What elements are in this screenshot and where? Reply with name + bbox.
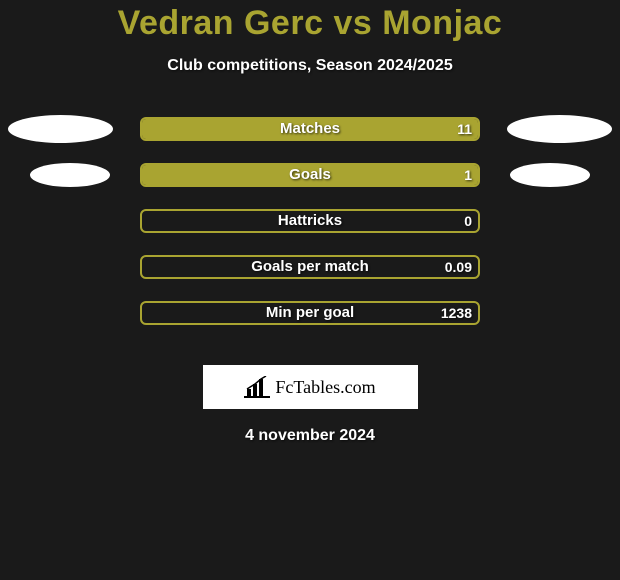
bar-track: Hattricks0 xyxy=(140,209,480,233)
stat-right-value: 1238 xyxy=(441,305,472,321)
stat-label: Min per goal xyxy=(142,304,478,321)
footer-date: 4 november 2024 xyxy=(0,427,620,445)
left-value-oval xyxy=(8,115,113,143)
stat-right-value: 11 xyxy=(457,121,472,137)
stat-right-value: 1 xyxy=(464,167,472,183)
right-value-oval xyxy=(507,115,612,143)
comparison-bars: Matches11 Goals1 Hattricks0 Goals per match… xyxy=(0,117,620,347)
right-value-oval xyxy=(510,163,590,187)
left-value-oval xyxy=(30,163,110,187)
stat-label: Matches xyxy=(142,120,478,137)
stat-row: Goals per match0.09 xyxy=(0,255,620,301)
stat-label: Goals per match xyxy=(142,258,478,275)
bars-icon xyxy=(244,376,270,398)
bar-track: Matches11 xyxy=(140,117,480,141)
stat-label: Hattricks xyxy=(142,212,478,229)
bar-track: Goals per match0.09 xyxy=(140,255,480,279)
stat-right-value: 0 xyxy=(464,213,472,229)
stat-label: Goals xyxy=(142,166,478,183)
subtitle: Club competitions, Season 2024/2025 xyxy=(0,57,620,75)
stat-right-value: 0.09 xyxy=(445,259,472,275)
bar-track: Goals1 xyxy=(140,163,480,187)
vs-label: vs xyxy=(333,4,372,42)
comparison-infographic: Vedran Gerc vs Monjac Club competitions,… xyxy=(0,0,620,580)
stat-row: Hattricks0 xyxy=(0,209,620,255)
attribution-badge: FcTables.com xyxy=(203,365,418,409)
bar-track: Min per goal1238 xyxy=(140,301,480,325)
stat-row: Min per goal1238 xyxy=(0,301,620,347)
player2-name: Monjac xyxy=(382,4,502,42)
stat-row: Goals1 xyxy=(0,163,620,209)
stat-row: Matches11 xyxy=(0,117,620,163)
player1-name: Vedran Gerc xyxy=(118,4,324,42)
attribution-text: FcTables.com xyxy=(275,377,375,398)
page-title: Vedran Gerc vs Monjac xyxy=(0,4,620,43)
